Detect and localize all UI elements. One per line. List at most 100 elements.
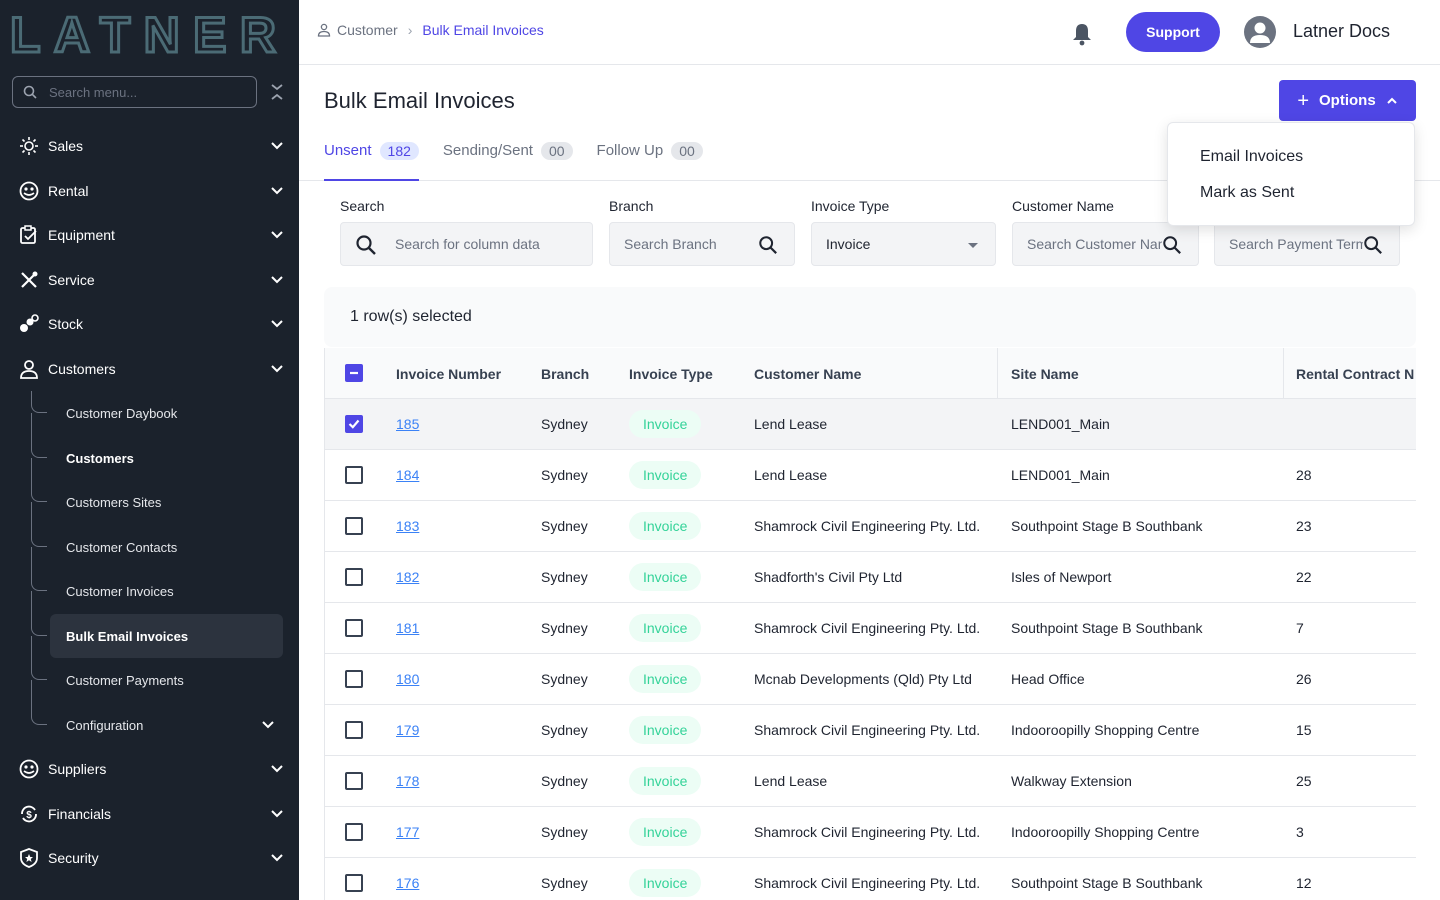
row-checkbox[interactable] <box>345 466 363 484</box>
table-row[interactable]: 184 Sydney Invoice Lend Lease LEND001_Main 28 <box>325 450 1416 501</box>
invoice-type-badge: Invoice <box>629 461 702 489</box>
rental-contract-cell: 23 <box>1296 518 1312 534</box>
sidebar-item-financials[interactable]: $ Financials <box>18 794 286 834</box>
branch-search-input[interactable]: Search Branch <box>609 222 795 266</box>
row-checkbox[interactable] <box>345 415 363 433</box>
invoice-number-link[interactable]: 178 <box>396 773 420 789</box>
chevron-down-icon <box>271 142 283 150</box>
search-input[interactable]: Search for column data <box>340 222 593 266</box>
user-name[interactable]: Latner Docs <box>1293 21 1391 41</box>
table-row[interactable]: 185 Sydney Invoice Lend Lease LEND001_Main <box>325 399 1416 450</box>
sidebar-item-service[interactable]: Service <box>18 260 286 300</box>
invoice-number-link[interactable]: 180 <box>396 671 420 687</box>
sidebar-item-rental[interactable]: Rental <box>18 171 286 211</box>
branch-cell: Sydney <box>541 722 588 738</box>
table-row[interactable]: 181 Sydney Invoice Shamrock Civil Engineeri… <box>325 603 1416 654</box>
table-row[interactable]: 178 Sydney Invoice Lend Lease Walkway Extens… <box>325 756 1416 807</box>
sidebar-subitem-customer-contacts[interactable]: Customer Contacts <box>50 525 283 569</box>
invoice-number-link[interactable]: 185 <box>396 416 420 432</box>
row-checkbox[interactable] <box>345 670 363 688</box>
site-name-cell: Southpoint Stage B Southbank <box>1011 620 1203 636</box>
sidebar-item-customers[interactable]: Customers <box>18 349 286 389</box>
column-header-customer-name[interactable]: Customer Name <box>754 366 862 382</box>
column-divider[interactable] <box>1283 348 1284 399</box>
sidebar-subitem-bulk-email-invoices[interactable]: Bulk Email Invoices <box>50 614 283 658</box>
tab-sending-sent[interactable]: Sending/Sent 00 <box>443 138 573 181</box>
bell-icon[interactable] <box>1071 22 1093 46</box>
select-all-checkbox[interactable] <box>345 364 363 382</box>
row-checkbox[interactable] <box>345 619 363 637</box>
payment-terms-search-input[interactable]: Search Payment Terms <box>1214 222 1400 266</box>
row-checkbox[interactable] <box>345 874 363 892</box>
rental-contract-cell: 26 <box>1296 671 1312 687</box>
column-header-invoice-type[interactable]: Invoice Type <box>629 366 713 382</box>
customer-name-cell: Shadforth's Civil Pty Ltd <box>754 569 903 585</box>
table-row[interactable]: 177 Sydney Invoice Shamrock Civil Engineeri… <box>325 807 1416 858</box>
customer-name-search-input[interactable]: Search Customer Name <box>1012 222 1199 266</box>
branch-cell: Sydney <box>541 416 588 432</box>
rental-contract-cell: 15 <box>1296 722 1312 738</box>
invoice-number-link[interactable]: 176 <box>396 875 420 891</box>
column-header-branch[interactable]: Branch <box>541 366 590 382</box>
options-button[interactable]: + Options <box>1279 80 1416 121</box>
branch-cell: Sydney <box>541 467 588 483</box>
table-row[interactable]: 183 Sydney Invoice Shamrock Civil Engineeri… <box>325 501 1416 552</box>
breadcrumb-customer[interactable]: Customer <box>337 22 398 38</box>
collapse-sidebar-icon[interactable] <box>268 82 286 102</box>
menu-item-mark-as-sent[interactable]: Mark as Sent <box>1200 184 1295 201</box>
sidebar-item-equipment[interactable]: Equipment <box>18 215 286 255</box>
sun-gear-icon <box>18 135 40 157</box>
search-placeholder: Search for column data <box>395 236 540 252</box>
tab-follow-up[interactable]: Follow Up 00 <box>597 138 703 181</box>
row-checkbox[interactable] <box>345 772 363 790</box>
avatar[interactable] <box>1244 16 1276 48</box>
filter-branch: Branch Search Branch <box>609 198 795 266</box>
column-divider[interactable] <box>997 348 998 399</box>
options-label: Options <box>1319 92 1376 109</box>
row-checkbox[interactable] <box>345 823 363 841</box>
column-header-site-name[interactable]: Site Name <box>1011 366 1079 382</box>
search-icon[interactable] <box>758 235 778 255</box>
sidebar: LATNER Search menu... Sales Rental Equip… <box>0 0 299 900</box>
tab-label: Unsent <box>324 142 372 159</box>
sidebar-item-security[interactable]: Security <box>18 838 286 878</box>
search-icon[interactable] <box>1162 235 1182 255</box>
sidebar-subitem-configuration[interactable]: Configuration <box>50 703 283 747</box>
sidebar-subitem-customers-sites[interactable]: Customers Sites <box>50 480 283 524</box>
invoice-number-link[interactable]: 177 <box>396 824 420 840</box>
sidebar-subitem-customer-invoices[interactable]: Customer Invoices <box>50 569 283 613</box>
row-checkbox[interactable] <box>345 517 363 535</box>
column-header-invoice-number[interactable]: Invoice Number <box>396 366 502 382</box>
search-icon[interactable] <box>1363 235 1383 255</box>
invoice-number-link[interactable]: 183 <box>396 518 420 534</box>
tab-unsent[interactable]: Unsent 182 <box>324 138 419 181</box>
support-button[interactable]: Support <box>1126 12 1220 52</box>
sidebar-item-suppliers[interactable]: Suppliers <box>18 749 286 789</box>
row-checkbox[interactable] <box>345 568 363 586</box>
table-row[interactable]: 176 Sydney Invoice Shamrock Civil Engineeri… <box>325 858 1416 900</box>
invoice-number-link[interactable]: 181 <box>396 620 420 636</box>
table-row[interactable]: 179 Sydney Invoice Shamrock Civil Engineeri… <box>325 705 1416 756</box>
menu-item-email-invoices[interactable]: Email Invoices <box>1200 148 1304 165</box>
sidebar-item-sales[interactable]: Sales <box>18 126 286 166</box>
sidebar-subitem-customers[interactable]: Customers <box>50 436 283 480</box>
invoice-number-link[interactable]: 184 <box>396 467 420 483</box>
breadcrumb-current[interactable]: Bulk Email Invoices <box>422 22 544 38</box>
tree-connector <box>31 391 47 413</box>
sidebar-search-input[interactable]: Search menu... <box>12 76 257 108</box>
invoice-type-badge: Invoice <box>629 818 702 846</box>
filter-label: Search <box>340 198 385 214</box>
top-bar: Customer › Bulk Email Invoices Support L… <box>299 0 1440 65</box>
sidebar-subitem-customer-daybook[interactable]: Customer Daybook <box>50 391 283 435</box>
invoice-number-link[interactable]: 182 <box>396 569 420 585</box>
sidebar-item-stock[interactable]: Stock <box>18 304 286 344</box>
column-header-rental-contract[interactable]: Rental Contract N <box>1296 366 1415 382</box>
invoice-type-select[interactable]: Invoice <box>811 222 996 266</box>
sidebar-subitem-customer-payments[interactable]: Customer Payments <box>50 658 283 702</box>
table-row[interactable]: 182 Sydney Invoice Shadforth's Civil Pty Lt… <box>325 552 1416 603</box>
table-row[interactable]: 180 Sydney Invoice Mcnab Developments (Qld)… <box>325 654 1416 705</box>
handshake-icon <box>18 758 40 780</box>
invoice-number-link[interactable]: 179 <box>396 722 420 738</box>
minus-icon <box>350 371 358 375</box>
row-checkbox[interactable] <box>345 721 363 739</box>
